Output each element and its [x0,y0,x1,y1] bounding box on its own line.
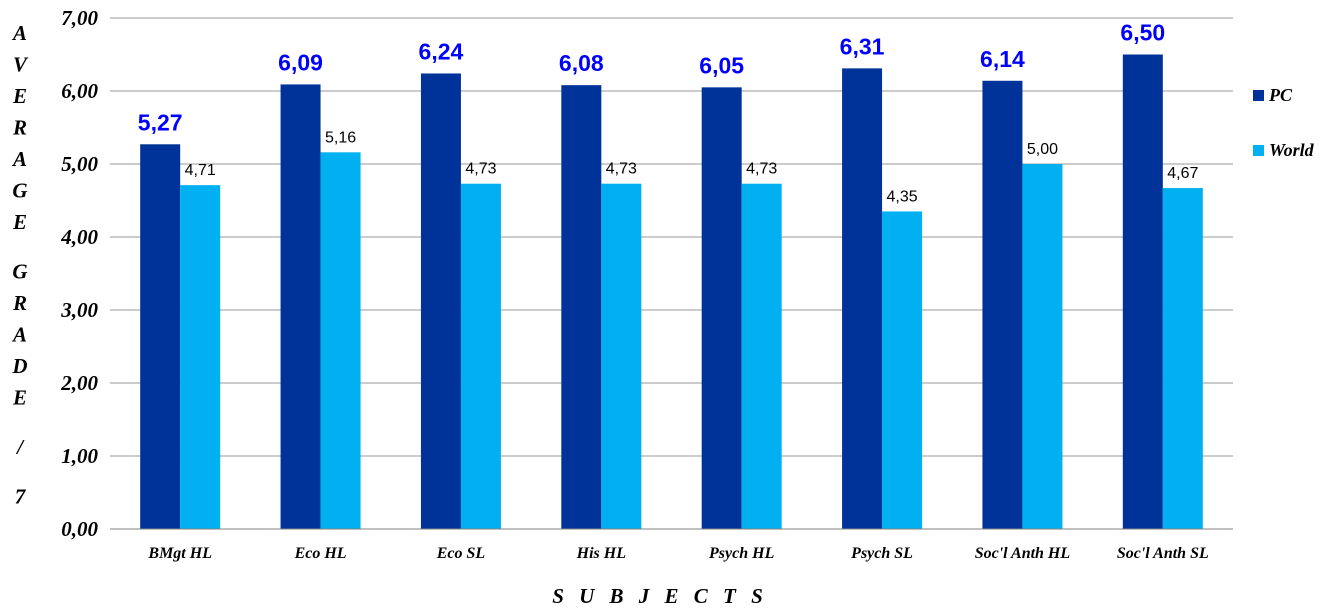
y-label-char: E [12,386,27,410]
y-label-char: R [12,291,27,315]
data-label-pc: 6,50 [1120,20,1165,46]
y-tick-labels: 0,00 1,00 2,00 3,00 4,00 5,00 6,00 7,00 [60,6,98,541]
bar-world [1162,188,1203,529]
bars [140,54,1203,530]
y-label-char: A [11,323,27,347]
data-label-pc: 5,27 [138,109,183,135]
bar-pc [701,87,742,529]
x-tick-label: Soc'l Anth HL [975,545,1071,562]
bar-pc [1122,54,1163,529]
y-tick-label: 4,00 [60,225,98,249]
data-label-world: 4,67 [1167,165,1198,182]
legend-swatch-world [1253,145,1264,156]
data-labels: 5,27 4,71 6,09 5,16 6,24 4,73 6,08 4,73 6,05 4,73… [138,20,1199,206]
y-tick-label: 3,00 [60,298,98,322]
bar-pc [420,73,461,529]
bar-world [601,183,642,529]
data-label-world: 4,73 [746,161,777,178]
y-label-char: G [12,179,27,203]
data-label-pc: 6,08 [559,50,604,76]
bar-world [1022,164,1063,529]
bar-world [741,183,782,529]
y-label-char: G [12,260,27,284]
y-label-char: 7 [15,485,27,509]
y-label-char: V [13,53,29,77]
data-label-world: 4,35 [886,188,917,205]
y-tick-label: 2,00 [60,371,98,395]
data-label-pc: 6,24 [419,38,464,64]
y-label-char: A [11,21,27,45]
x-axis-title: S U B J E C T S [552,584,768,608]
bar-pc [982,80,1023,529]
y-label-char: E [12,210,27,234]
y-tick-label: 6,00 [61,79,98,103]
data-label-pc: 6,09 [278,49,323,75]
x-tick-label: His HL [576,545,627,562]
bar-pc [842,68,883,530]
y-label-char: R [12,116,27,140]
bar-pc [280,84,321,530]
bar-world [460,183,501,529]
y-tick-label: 1,00 [61,444,98,468]
data-label-world: 4,73 [465,161,496,178]
x-tick-label: Psych HL [708,545,775,562]
bar-world [180,185,221,530]
legend-label-pc: PC [1268,85,1293,105]
x-tick-label: BMgt HL [147,545,212,562]
legend-swatch-pc [1253,90,1264,101]
y-label-char: / [15,435,25,459]
data-label-world: 5,16 [325,129,356,146]
y-label-char: D [11,354,27,378]
x-tick-label: Psych SL [850,545,913,562]
y-label-char: E [12,84,27,108]
legend-label-world: World [1269,140,1315,160]
bar-world [320,152,361,529]
bar-pc [561,85,602,529]
data-label-pc: 6,31 [840,33,885,59]
data-label-world: 4,73 [606,161,637,178]
x-tick-label: Eco SL [436,545,486,562]
data-label-world: 5,00 [1027,141,1058,158]
x-tick-labels: BMgt HL Eco HL Eco SL His HL Psych HL Psych S… [147,545,1209,562]
data-label-pc: 6,14 [980,46,1025,72]
y-tick-label: 5,00 [61,152,98,176]
y-label-char: A [11,147,27,171]
legend: PC World [1253,85,1315,160]
data-label-world: 4,71 [185,162,216,179]
bar-pc [140,144,181,530]
gridlines [110,17,1233,457]
x-tick-label: Soc'l Anth SL [1117,545,1209,562]
bar-world [882,211,923,529]
x-tick-label: Eco HL [294,545,347,562]
y-tick-label: 7,00 [61,6,98,30]
y-tick-label: 0,00 [61,517,98,541]
data-label-pc: 6,05 [699,52,744,78]
